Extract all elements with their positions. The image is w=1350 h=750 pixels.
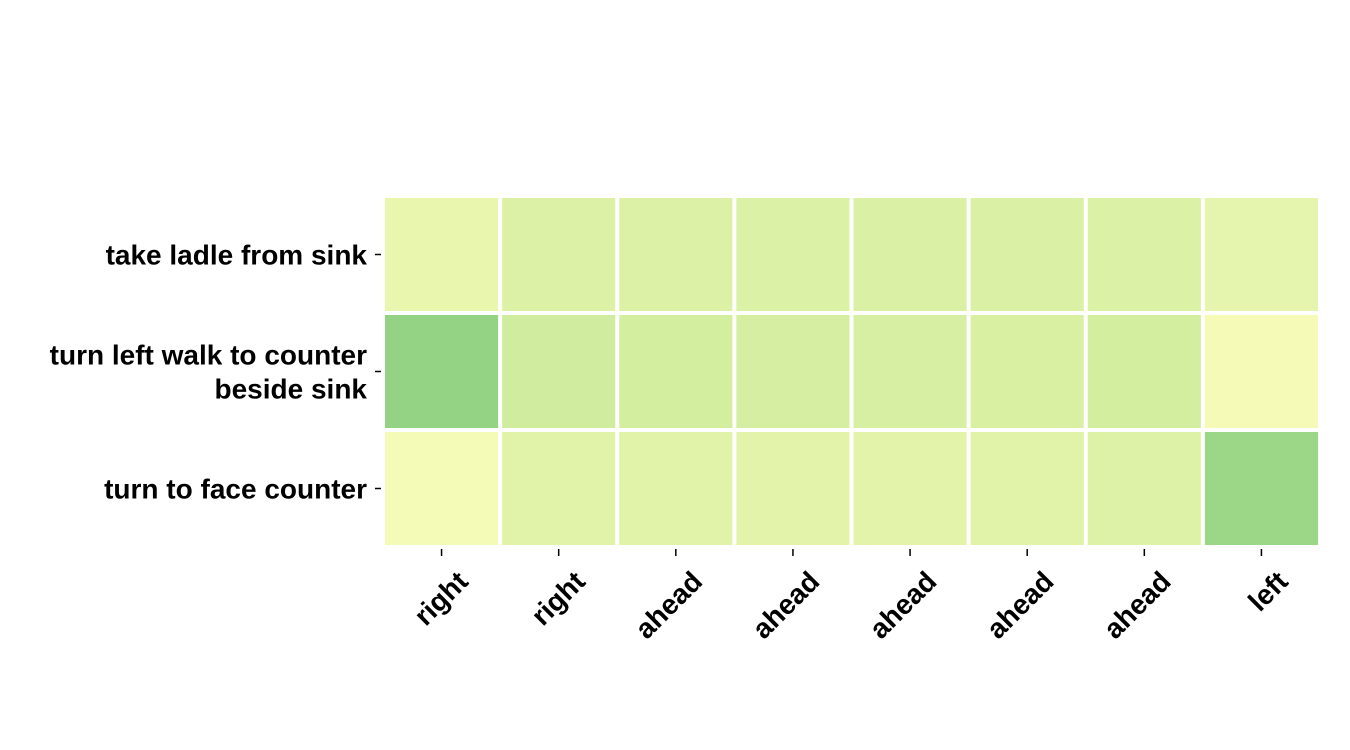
heatmap-cell-r0-c1 [502,198,616,311]
heatmap-cell-r1-c6 [1087,315,1201,428]
heatmap-cell-r0-c5 [970,198,1084,311]
heatmap-cell-r0-c6 [1087,198,1201,311]
heatmap-cell-r2-c6 [1087,432,1201,545]
heatmap-cell-r1-c4 [853,315,967,428]
x-tick-label: ahead [980,565,1059,644]
heatmap-cell-r1-c5 [970,315,1084,428]
heatmap-cell-r0-c4 [853,198,967,311]
y-tick-label-line: take ladle from sink [106,240,368,271]
y-tick-label-line: turn left walk to counter [50,340,367,371]
x-tick-label: ahead [629,565,708,644]
y-tick-label-line: turn to face counter [104,474,367,505]
x-tick-label: ahead [1098,565,1177,644]
x-tick-label: ahead [863,565,942,644]
heatmap-cell-r1-c2 [619,315,733,428]
x-tick-label: ahead [746,565,825,644]
y-tick-label: turn left walk to counter beside sink [50,340,368,405]
heatmap-cells [385,198,1318,545]
heatmap-cell-r2-c1 [502,432,616,545]
heatmap-cell-r2-c2 [619,432,733,545]
y-tick-label: take ladle from sink [106,240,368,271]
heatmap-cell-r1-c1 [502,315,616,428]
x-tick-label: right [525,565,591,631]
y-tick-label-line: beside sink [214,374,367,405]
heatmap-cell-r2-c5 [970,432,1084,545]
x-tick-label: right [408,565,474,631]
heatmap-cell-r1-c7 [1204,315,1318,428]
heatmap-cell-r0-c3 [736,198,850,311]
y-tick-label: turn to face counter [104,474,367,505]
x-tick-label: left [1242,565,1294,617]
heatmap-cell-r1-c3 [736,315,850,428]
heatmap-cell-r0-c7 [1204,198,1318,311]
heatmap-cell-r0-c0 [385,198,499,311]
heatmap-cell-r0-c2 [619,198,733,311]
heatmap-cell-r1-c0 [385,315,499,428]
x-axis: right right ahead ahead ahead ahead ahead left [408,549,1294,645]
heatmap-cell-r2-c0 [385,432,499,545]
heatmap-cell-r2-c7 [1204,432,1318,545]
heatmap-cell-r2-c3 [736,432,850,545]
y-axis: take ladle from sink turn left walk to co… [50,240,381,505]
heatmap-cell-r2-c4 [853,432,967,545]
